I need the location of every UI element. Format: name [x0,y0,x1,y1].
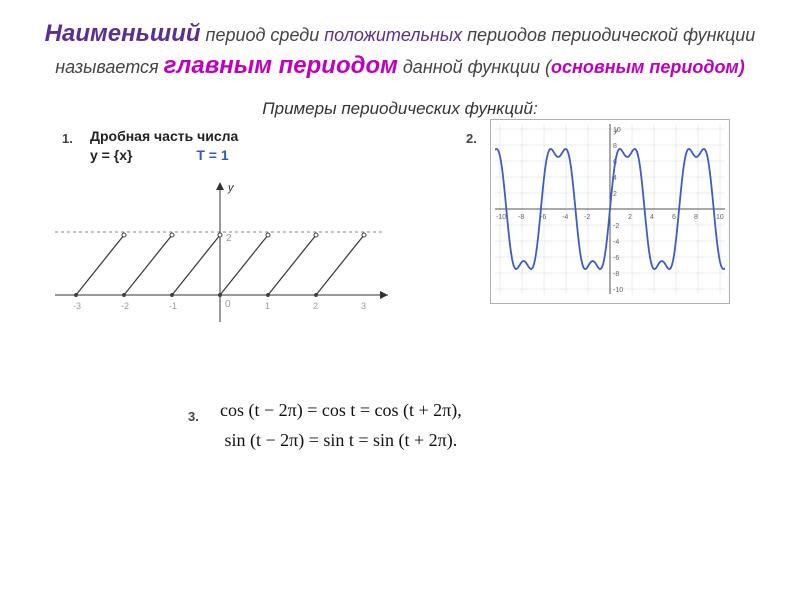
svg-text:-4: -4 [562,214,568,221]
svg-text:-2: -2 [121,301,129,311]
title-segment: Наименьший [45,20,201,47]
svg-text:-3: -3 [73,301,81,311]
svg-text:y: y [227,182,235,194]
example-1-number: 1. [62,131,73,146]
svg-text:0: 0 [225,299,231,310]
title-segment: положительных [324,25,462,45]
title-block: Наименьший период среди положительных пе… [0,0,800,93]
example-1-texpr: T = 1 [196,147,228,163]
example-1-label: Дробная часть числа y = {x} T = 1 [90,127,238,166]
periodic-chart-frame: -10-8-6-4-2246810-10-8-6-4-2246810y [490,119,730,304]
svg-text:1: 1 [265,301,270,311]
svg-text:2: 2 [313,301,318,311]
svg-text:-8: -8 [613,271,619,278]
formula-block: cos (t − 2π) = cos t = cos (t + 2π), sin… [220,395,462,456]
example-2-number: 2. [466,131,477,146]
svg-text:-10: -10 [613,287,623,294]
example-1-yexpr: y = {x} [90,147,132,163]
examples-subtitle: Примеры периодических функций: [0,99,800,119]
svg-text:-2: -2 [613,223,619,230]
svg-text:8: 8 [694,214,698,221]
periodic-chart: -10-8-6-4-2246810-10-8-6-4-2246810y [495,124,725,294]
example-3-number: 3. [188,409,199,424]
svg-text:-1: -1 [169,301,177,311]
svg-text:4: 4 [650,214,654,221]
title-segment: данной функции ( [398,57,551,77]
fractional-part-chart: y 2 0 -3 -2 -1 1 2 3 [50,177,390,327]
svg-text:3: 3 [361,301,366,311]
svg-text:2: 2 [628,214,632,221]
svg-text:8: 8 [613,143,617,150]
title-segment: главным периодом [164,52,398,79]
svg-text:2: 2 [613,191,617,198]
example-1-line1: Дробная часть числа [90,128,238,144]
title-segment: основным периодом) [551,57,745,77]
svg-text:-2: -2 [584,214,590,221]
svg-text:-4: -4 [613,239,619,246]
svg-text:-8: -8 [518,214,524,221]
svg-text:10: 10 [716,214,724,221]
svg-text:-6: -6 [613,255,619,262]
formula-line-1: cos (t − 2π) = cos t = cos (t + 2π), [220,395,462,426]
svg-text:6: 6 [672,214,676,221]
title-segment: период среди [201,25,325,45]
formula-line-2: sin (t − 2π) = sin t = sin (t + 2π). [220,425,462,456]
svg-text:-10: -10 [496,214,506,221]
svg-text:2: 2 [226,233,232,244]
